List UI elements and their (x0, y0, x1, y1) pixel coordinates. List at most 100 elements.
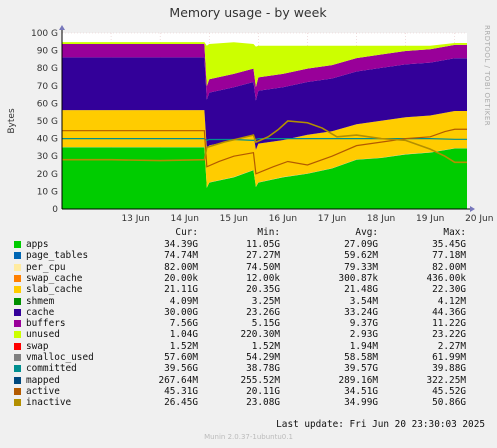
legend-max: 11.22G (432, 318, 466, 330)
overlay-lines (62, 120, 467, 175)
legend-max: 23.22G (432, 329, 466, 341)
legend-cur: 1.04G (169, 329, 198, 341)
legend-cur: 57.60M (164, 352, 198, 363)
legend-avg: 9.37G (349, 318, 378, 330)
legend-min: 12.00k (246, 272, 280, 284)
y-tick-label: 40 G (37, 135, 58, 145)
legend-cur: 20.00k (164, 272, 198, 284)
legend-avg: 79.33M (344, 261, 378, 273)
area-unused (62, 42, 467, 88)
legend-row-committed: committed 39.56G 38.78G 39.57G 39.88G (14, 363, 494, 374)
y-tick-label: 20 G (37, 170, 58, 180)
legend-avg: 21.48G (344, 284, 378, 296)
legend-swatch (14, 387, 21, 395)
legend-max: 436.00k (426, 272, 466, 284)
legend-swatch (14, 308, 21, 316)
legend-max: 82.00M (432, 261, 466, 273)
area-apps (62, 147, 467, 209)
y-tick-label: 50 G (37, 117, 58, 127)
legend-min: 20.35G (246, 284, 280, 296)
legend-label: swap (26, 340, 49, 352)
legend-label: active (26, 385, 60, 397)
legend-avg: 59.62M (344, 250, 378, 262)
legend-min: 23.08G (246, 397, 280, 409)
legend-swatch (14, 263, 21, 271)
legend-min: 38.78G (246, 363, 280, 375)
legend-max: 22.30G (432, 284, 466, 296)
x-tick-label: 16 Jun (269, 214, 297, 224)
legend-swatch (14, 320, 21, 328)
legend-max: 4.12M (437, 295, 466, 307)
legend-avg: 39.57G (344, 363, 378, 375)
x-tick-label: 15 Jun (220, 214, 248, 224)
y-tick-label: 60 G (37, 99, 58, 109)
legend-cur: 1.52M (169, 340, 198, 352)
legend-cur: 7.56G (169, 318, 198, 330)
legend-row-shmem: shmem 4.09M 3.25M 3.54M 4.12M (14, 296, 494, 307)
legend-avg: 1.94M (349, 340, 378, 352)
legend-swatch (14, 376, 21, 384)
legend-cur: 267.64M (158, 374, 198, 386)
legend-avg: 33.24G (344, 306, 378, 318)
y-tick-label: 30 G (37, 152, 58, 162)
legend-header-min: Min: (257, 227, 280, 238)
legend-min: 3.25M (251, 295, 280, 307)
legend-swatch (14, 342, 21, 350)
legend-min: 23.26G (246, 306, 280, 318)
legend-label: swap_cache (26, 272, 83, 284)
legend-row-buffers: buffers 7.56G 5.15G 9.37G 11.22G (14, 318, 494, 329)
legend-min: 255.52M (240, 374, 280, 386)
legend-swatch (14, 274, 21, 282)
legend-label: inactive (26, 397, 72, 409)
y-tick-label: 80 G (37, 64, 58, 74)
legend-max: 45.52G (432, 385, 466, 397)
legend-label: committed (26, 363, 77, 375)
legend-row-swap: swap 1.52M 1.52M 1.94M 2.27M (14, 341, 494, 352)
legend-swatch (14, 354, 21, 361)
legend-avg: 2.93G (349, 329, 378, 341)
chart-title: Memory usage - by week (169, 5, 327, 20)
y-axis-label: Bytes (7, 108, 17, 134)
x-axis-arrow (470, 206, 475, 212)
legend-min: 27.27M (246, 250, 280, 262)
legend-label: unused (26, 329, 60, 341)
legend-avg: 289.16M (338, 374, 378, 386)
legend-label: apps (26, 239, 49, 250)
legend-label: slab_cache (26, 284, 83, 296)
legend-max: 44.36G (432, 306, 466, 318)
legend-max: 2.27M (437, 340, 466, 352)
legend-label: per_cpu (26, 261, 66, 273)
legend-avg: 34.51G (344, 385, 378, 397)
legend-swatch (14, 286, 21, 294)
legend-label: cache (26, 306, 55, 318)
legend-min: 220.30M (240, 329, 280, 341)
legend-max: 39.88G (432, 363, 466, 375)
legend-min: 11.05G (246, 239, 280, 250)
y-tick-label: 90 G (37, 47, 58, 57)
legend-cur: 74.74M (164, 250, 198, 262)
x-tick-label: 19 Jun (416, 214, 444, 224)
legend-swatch (14, 252, 21, 260)
legend-swatch (14, 331, 21, 339)
legend-cur: 4.09M (169, 295, 198, 307)
legend-min: 1.52M (251, 340, 280, 352)
y-tick-label: 10 G (37, 187, 58, 197)
x-tick-label: 20 Jun (465, 214, 493, 224)
legend-header-cur: Cur: (175, 227, 198, 238)
y-tick-label: 0 (52, 205, 58, 215)
x-tick-label: 13 Jun (121, 214, 149, 224)
legend-row-cache: cache 30.00G 23.26G 33.24G 44.36G (14, 307, 494, 318)
legend-label: mapped (26, 374, 60, 386)
legend-label: buffers (26, 318, 66, 330)
x-tick-label: 18 Jun (367, 214, 395, 224)
legend-max: 35.45G (432, 239, 466, 250)
x-tick-label: 14 Jun (171, 214, 199, 224)
stacked-areas (62, 42, 467, 209)
legend-cur: 82.00M (164, 261, 198, 273)
legend-min: 20.11G (246, 385, 280, 397)
legend-min: 5.15G (251, 318, 280, 330)
y-axis-ticks: 0 10 G 20 G 30 G 40 G 50 G 60 G 70 G 80 G 90 G 100… (31, 29, 58, 215)
legend-row-mapped: mapped 267.64M 255.52M 289.16M 322.25M (14, 375, 494, 386)
area-cache (62, 57, 467, 150)
